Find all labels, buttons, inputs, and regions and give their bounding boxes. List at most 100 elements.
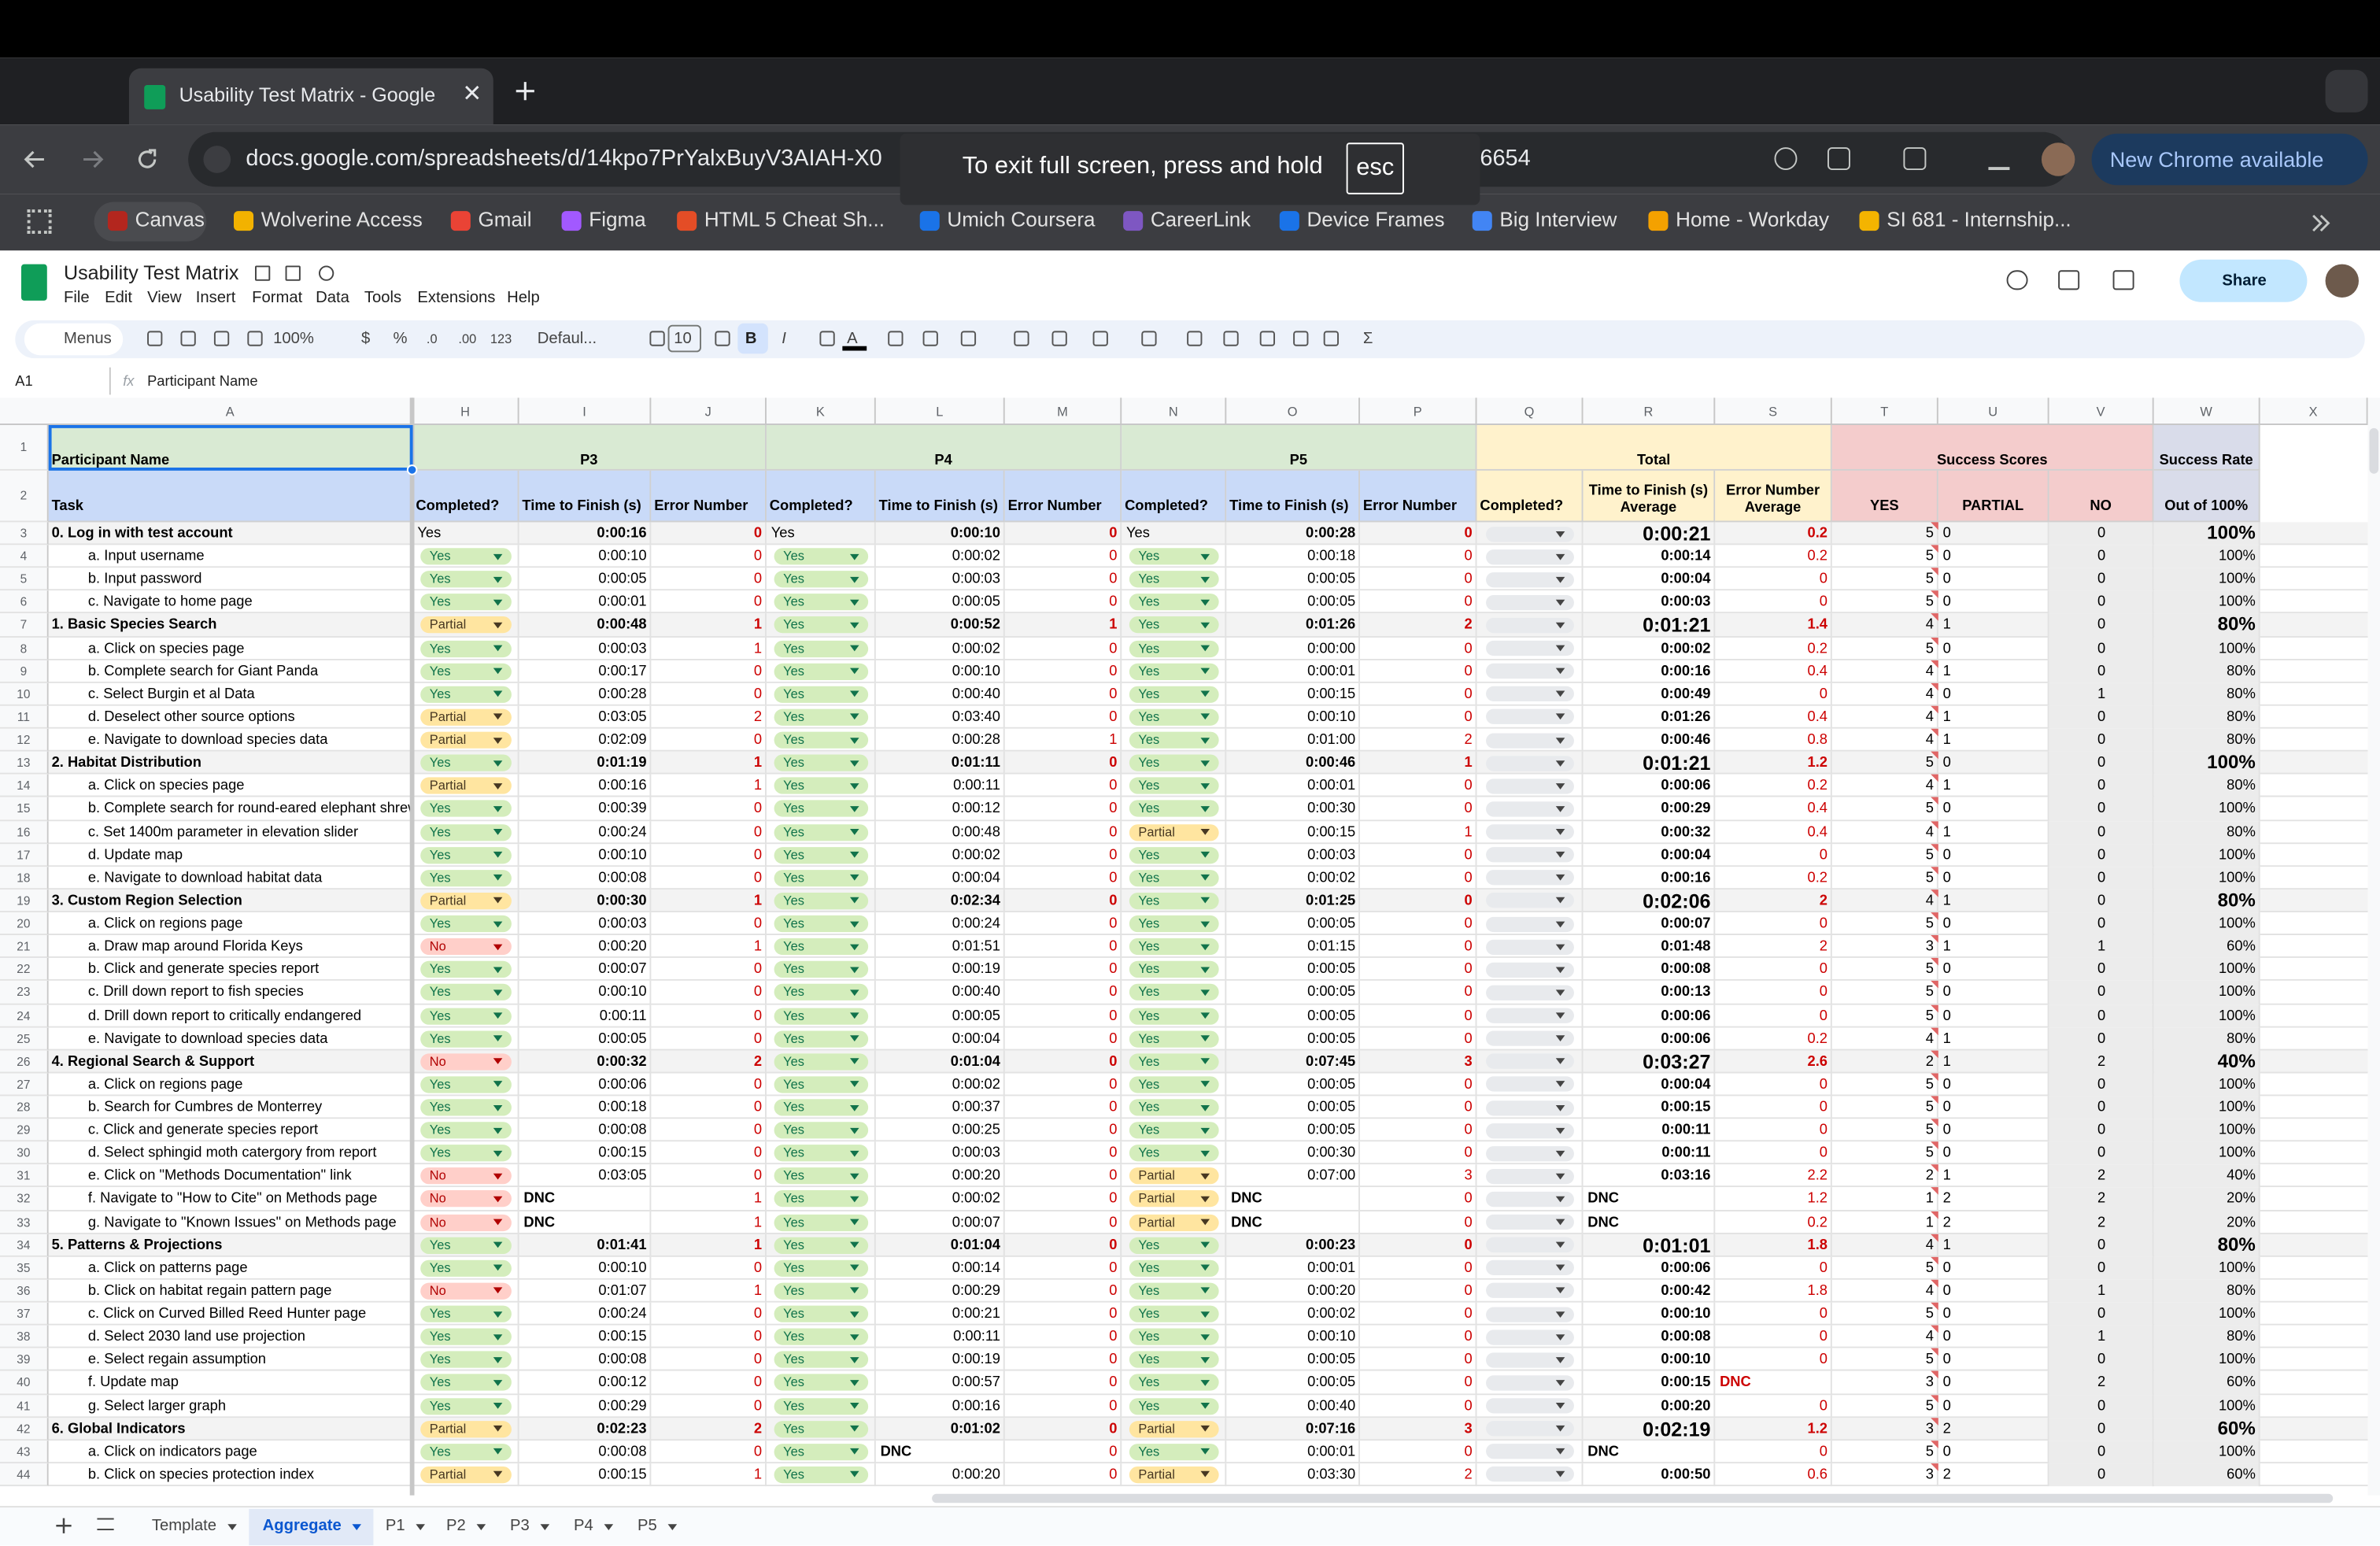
row-number[interactable]: 6 bbox=[0, 590, 49, 615]
status-chip[interactable]: Yes bbox=[420, 869, 512, 886]
empty-dropdown[interactable] bbox=[1486, 1237, 1574, 1253]
cloud-icon[interactable] bbox=[318, 265, 334, 281]
status-chip[interactable]: Yes bbox=[1129, 1099, 1219, 1116]
toolbar-icon[interactable] bbox=[922, 331, 938, 346]
status-chip[interactable]: Yes bbox=[774, 571, 869, 588]
row-number[interactable]: 38 bbox=[0, 1326, 49, 1349]
status-chip[interactable]: Yes bbox=[1129, 1305, 1219, 1322]
status-chip[interactable]: Yes bbox=[1129, 1282, 1219, 1300]
status-chip[interactable]: Yes bbox=[420, 1352, 512, 1369]
status-chip[interactable]: Partial bbox=[1129, 1167, 1219, 1185]
name-box[interactable]: A1 bbox=[15, 373, 33, 390]
status-chip[interactable]: Yes bbox=[774, 1076, 869, 1093]
empty-dropdown[interactable] bbox=[1486, 1375, 1574, 1391]
status-chip[interactable]: Partial bbox=[1129, 1420, 1219, 1437]
add-sheet[interactable] bbox=[54, 1515, 72, 1533]
status-chip[interactable]: Yes bbox=[420, 984, 512, 1001]
menu-item[interactable]: Extensions bbox=[417, 288, 496, 307]
status-chip[interactable]: Yes bbox=[420, 823, 512, 841]
column-letter[interactable]: K bbox=[767, 398, 876, 425]
empty-dropdown[interactable] bbox=[1486, 1466, 1574, 1483]
status-chip[interactable]: Yes bbox=[774, 1466, 869, 1484]
bookmark[interactable]: Umich Coursera bbox=[947, 208, 1096, 231]
comments-icon[interactable] bbox=[2058, 270, 2080, 290]
status-chip[interactable]: Partial bbox=[1129, 823, 1219, 841]
row-number[interactable]: 15 bbox=[0, 797, 49, 821]
toolbar-percent[interactable]: % bbox=[393, 329, 408, 348]
empty-dropdown[interactable] bbox=[1486, 1260, 1574, 1276]
status-chip[interactable]: Yes bbox=[1129, 1030, 1219, 1047]
status-chip[interactable]: Yes bbox=[1129, 1007, 1219, 1024]
status-chip[interactable]: Yes bbox=[774, 663, 869, 680]
status-chip[interactable]: Yes bbox=[1129, 892, 1219, 910]
address-icon[interactable] bbox=[1903, 147, 1927, 170]
bookmark[interactable]: Device Frames bbox=[1306, 208, 1445, 231]
status-chip[interactable]: Yes bbox=[774, 1374, 869, 1392]
status-chip[interactable]: Yes bbox=[1129, 1052, 1219, 1071]
status-chip[interactable]: Yes bbox=[1129, 616, 1219, 634]
row-number[interactable]: 44 bbox=[0, 1463, 49, 1487]
bookmark[interactable]: CareerLink bbox=[1150, 208, 1251, 231]
toolbar-icon[interactable] bbox=[1051, 331, 1067, 346]
status-chip[interactable]: Yes bbox=[420, 1259, 512, 1277]
status-chip[interactable]: Yes bbox=[774, 1305, 869, 1322]
status-chip[interactable]: Yes bbox=[774, 1237, 869, 1254]
status-chip[interactable]: Yes bbox=[420, 686, 512, 703]
status-chip[interactable]: Yes bbox=[774, 1167, 869, 1185]
bookmark[interactable]: Gmail bbox=[478, 208, 532, 231]
empty-dropdown[interactable] bbox=[1486, 571, 1574, 587]
toolbar-font[interactable]: Defaul... bbox=[537, 329, 597, 348]
status-chip[interactable]: Yes bbox=[774, 640, 869, 657]
row-number[interactable]: 23 bbox=[0, 981, 49, 1004]
row-number[interactable]: 12 bbox=[0, 728, 49, 753]
status-chip[interactable]: Yes bbox=[774, 1420, 869, 1437]
column-letter[interactable]: U bbox=[1938, 398, 2049, 425]
sheet-tab[interactable]: P5 bbox=[637, 1516, 657, 1535]
column-letter[interactable]: W bbox=[2154, 398, 2260, 425]
row-number[interactable]: 17 bbox=[0, 843, 49, 867]
profile[interactable] bbox=[2041, 142, 2075, 176]
bookmark[interactable]: Wolverine Access bbox=[261, 208, 423, 231]
empty-dropdown[interactable] bbox=[1486, 686, 1574, 702]
status-chip[interactable]: Yes bbox=[420, 846, 512, 864]
status-chip[interactable]: Partial bbox=[420, 731, 512, 749]
row-number[interactable]: 21 bbox=[0, 935, 49, 959]
download-icon[interactable] bbox=[1988, 146, 2010, 170]
row-number[interactable]: 33 bbox=[0, 1211, 49, 1234]
row-number[interactable]: 14 bbox=[0, 775, 49, 798]
column-letter[interactable]: M bbox=[1005, 398, 1122, 425]
status-chip[interactable]: Yes bbox=[774, 1030, 869, 1047]
bookmark[interactable]: Canvas bbox=[135, 208, 205, 231]
toolbar-icon[interactable] bbox=[147, 331, 163, 346]
empty-dropdown[interactable] bbox=[1486, 824, 1574, 840]
status-chip[interactable]: No bbox=[420, 1052, 512, 1071]
status-chip[interactable]: Yes bbox=[774, 984, 869, 1001]
status-chip[interactable]: Yes bbox=[774, 1122, 869, 1139]
row-number[interactable]: 27 bbox=[0, 1073, 49, 1097]
status-chip[interactable]: Yes bbox=[774, 801, 869, 818]
row-number[interactable]: 22 bbox=[0, 958, 49, 982]
row-number[interactable]: 43 bbox=[0, 1440, 49, 1463]
status-chip[interactable]: Yes bbox=[1129, 686, 1219, 703]
status-chip[interactable]: Yes bbox=[1129, 1122, 1219, 1139]
empty-dropdown[interactable] bbox=[1486, 1215, 1574, 1230]
row-number[interactable]: 34 bbox=[0, 1233, 49, 1257]
status-chip[interactable]: Yes bbox=[774, 1214, 869, 1231]
menu-item[interactable]: Format bbox=[252, 288, 303, 307]
all-sheets[interactable] bbox=[97, 1518, 114, 1530]
apps-icon[interactable] bbox=[27, 209, 52, 234]
status-chip[interactable]: Yes bbox=[774, 616, 869, 634]
status-chip[interactable]: Yes bbox=[420, 1328, 512, 1346]
menu-item[interactable]: Edit bbox=[105, 288, 132, 307]
toolbar-currency[interactable]: $ bbox=[360, 329, 371, 348]
row-number[interactable]: 8 bbox=[0, 637, 49, 660]
status-chip[interactable]: Yes bbox=[774, 1145, 869, 1162]
row-number[interactable]: 16 bbox=[0, 820, 49, 844]
row-number[interactable]: 30 bbox=[0, 1141, 49, 1165]
empty-dropdown[interactable] bbox=[1486, 939, 1574, 955]
toolbar-increase-decimal[interactable]: .00 bbox=[458, 331, 477, 346]
status-chip[interactable]: Partial bbox=[420, 1466, 512, 1484]
tab-search[interactable] bbox=[2325, 69, 2368, 113]
column-letter[interactable]: V bbox=[2049, 398, 2154, 425]
account[interactable] bbox=[2325, 264, 2359, 298]
